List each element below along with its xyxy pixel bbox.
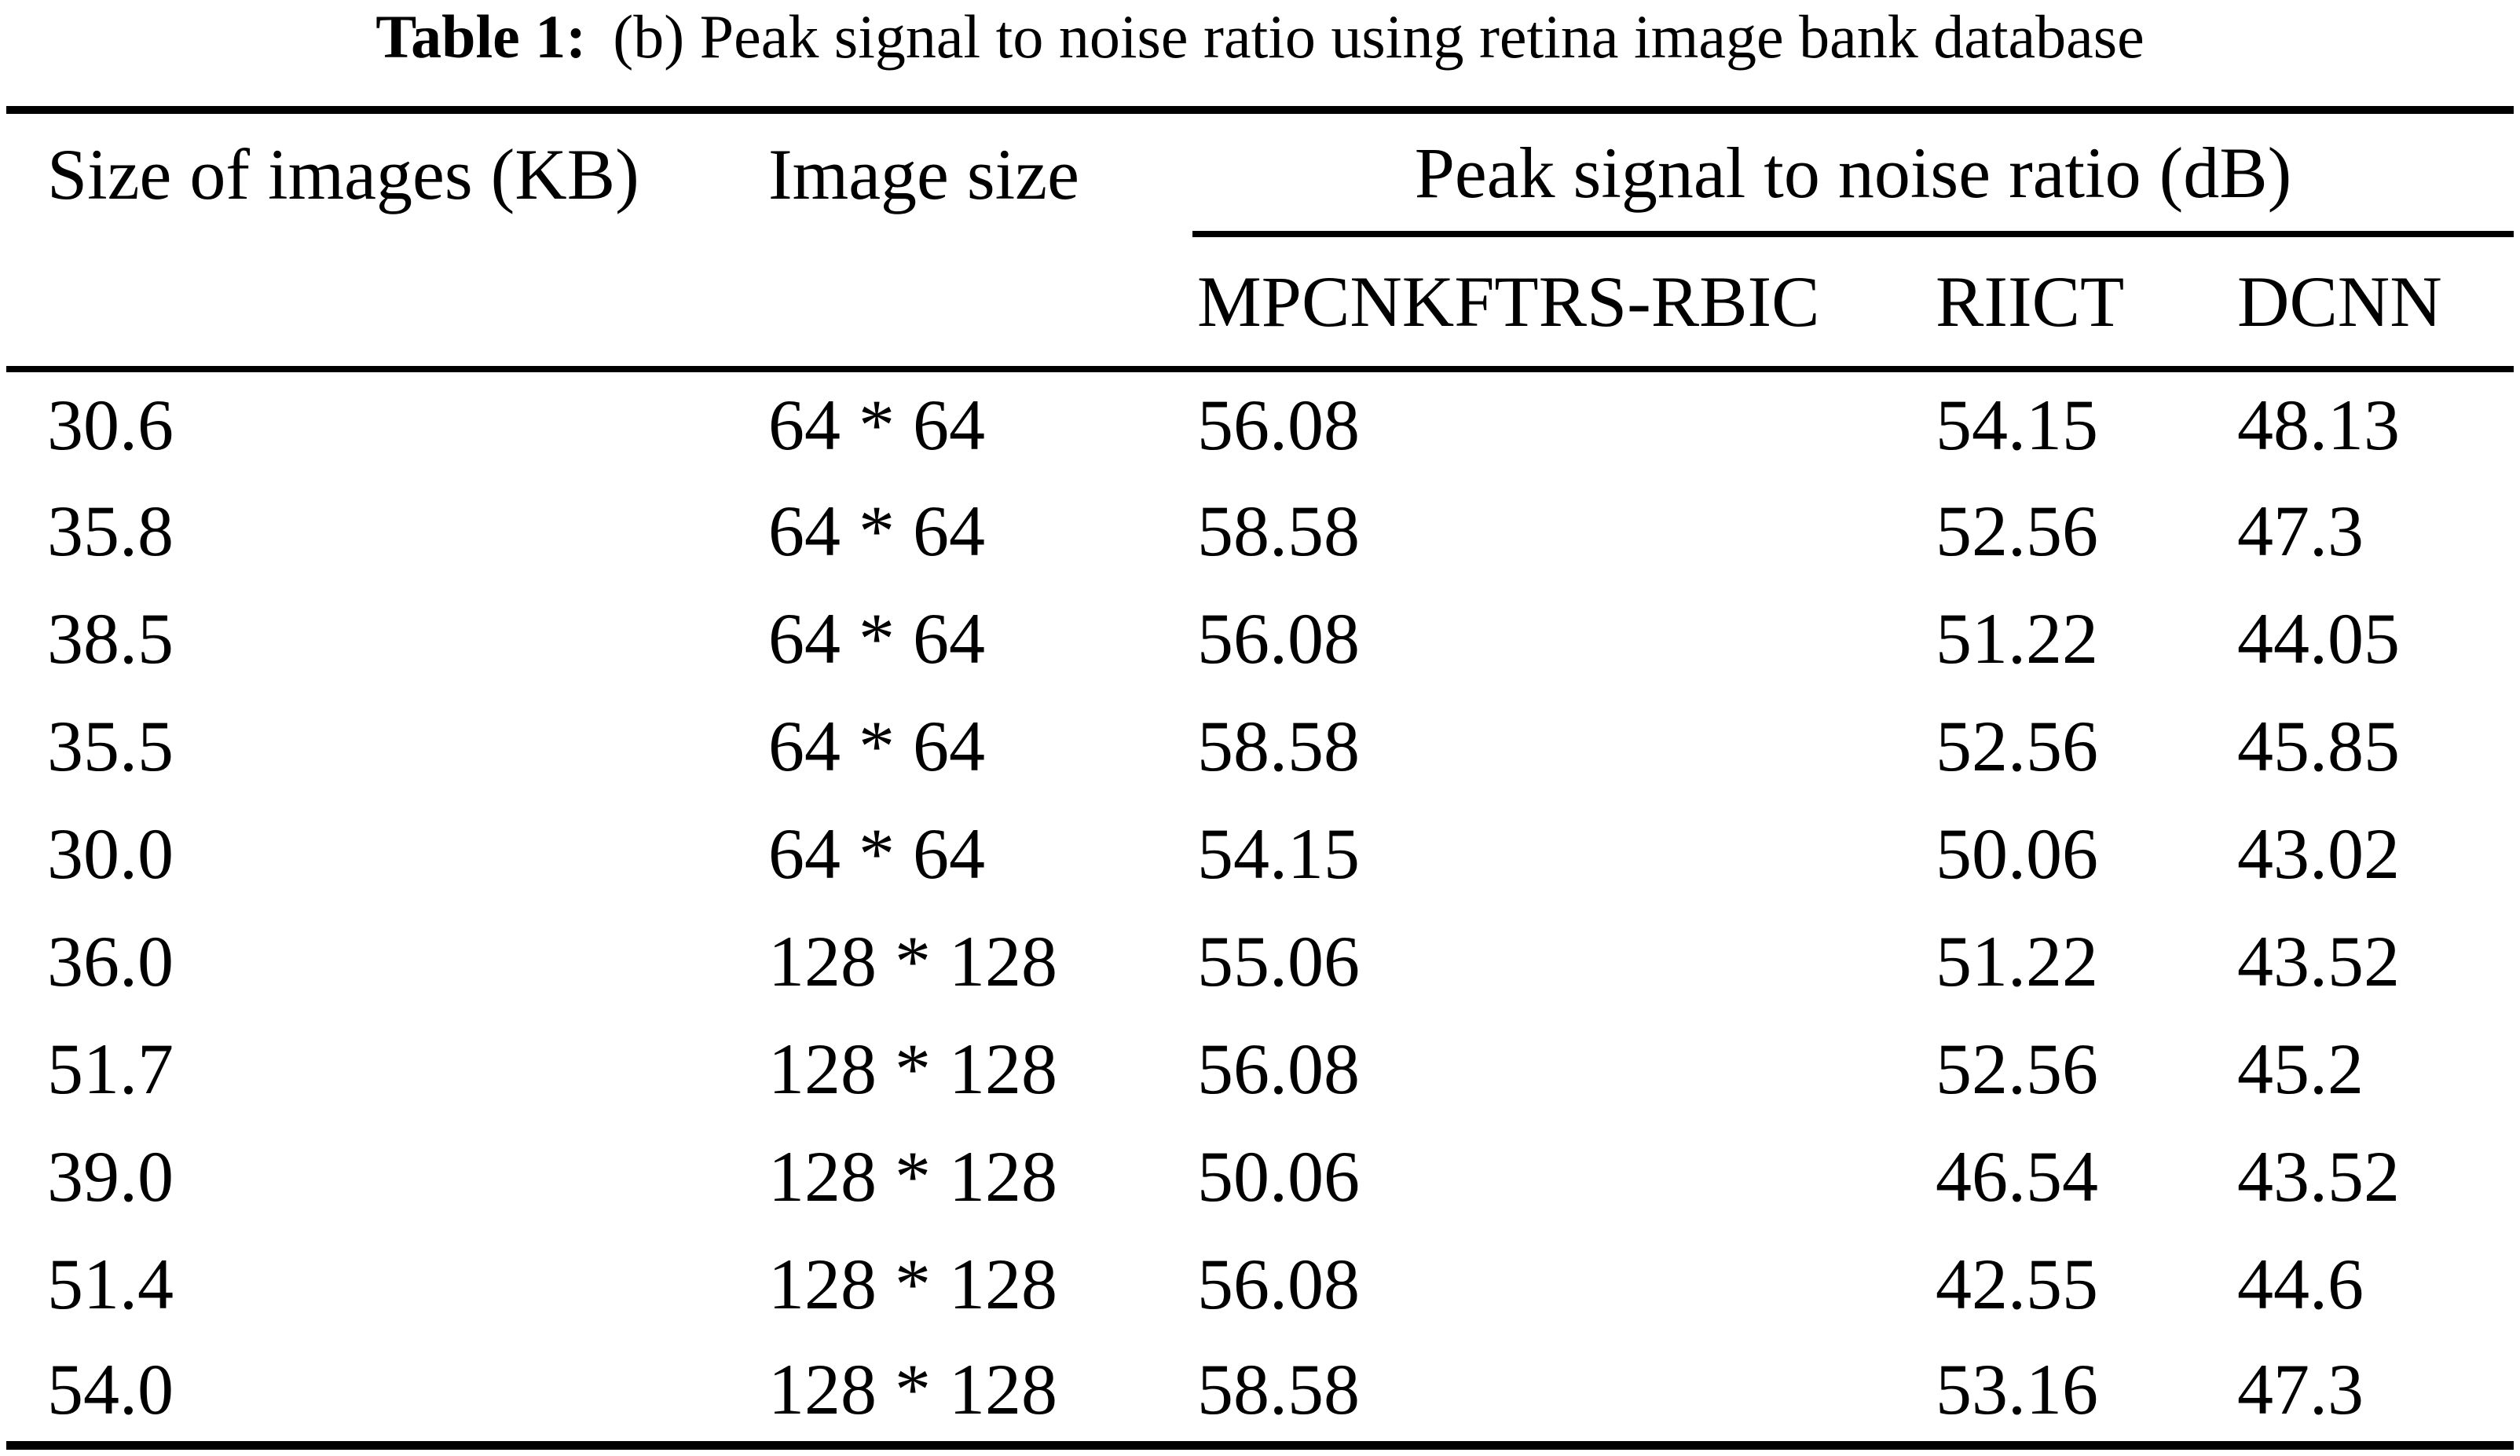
subheader-mpcnkftrs-rbic: MPCNKFTRS-RBIC <box>1192 234 1931 372</box>
cell-psnr-dcnn: 44.6 <box>2237 1243 2364 1324</box>
cell-psnr-riict: 52.56 <box>1936 490 2098 571</box>
cell-psnr-riict: 52.56 <box>1936 705 2098 786</box>
cell-image-size: 128 * 128 <box>768 920 1057 1001</box>
cell-psnr-mpcnkftrs: 54.15 <box>1197 813 1360 894</box>
table-row: 35.5 64 * 64 58.58 52.56 45.85 <box>6 692 2514 799</box>
table-caption: Table 1: (b) Peak signal to noise ratio u… <box>0 2 2520 72</box>
cell-psnr-dcnn: 44.05 <box>2237 598 2400 679</box>
table-subheader-row: MPCNKFTRS-RBIC RIICT DCNN <box>6 234 2515 372</box>
table-caption-label: Table 1: <box>375 2 587 71</box>
header-image-size: Image size <box>768 134 1079 214</box>
cell-image-size: 64 * 64 <box>768 384 985 465</box>
cell-psnr-mpcnkftrs: 50.06 <box>1197 1136 1360 1216</box>
cell-psnr-dcnn: 43.52 <box>2237 920 2400 1001</box>
table-row: 39.0 128 * 128 50.06 46.54 43.52 <box>6 1122 2514 1230</box>
header-psnr-group: Peak signal to noise ratio (dB) <box>1192 110 2515 237</box>
cell-image-size: 64 * 64 <box>768 705 985 786</box>
cell-image-size: 128 * 128 <box>768 1348 1057 1429</box>
psnr-table: Size of images (KB) Image size Peak sign… <box>6 106 2515 1450</box>
header-size-kb: Size of images (KB) <box>47 134 639 214</box>
cell-psnr-riict: 50.06 <box>1936 813 2098 894</box>
cell-psnr-mpcnkftrs: 55.06 <box>1197 920 1360 1001</box>
cell-psnr-riict: 51.22 <box>1936 920 2098 1001</box>
table-row: 36.0 128 * 128 55.06 51.22 43.52 <box>6 907 2514 1015</box>
cell-psnr-dcnn: 45.2 <box>2237 1028 2364 1109</box>
subheader-empty-2 <box>768 234 1192 372</box>
cell-size-kb: 38.5 <box>47 598 174 679</box>
table-caption-text: (b) Peak signal to noise ratio using ret… <box>613 2 2145 71</box>
cell-psnr-riict: 51.22 <box>1936 598 2098 679</box>
cell-psnr-riict: 52.56 <box>1936 1028 2098 1109</box>
cell-psnr-mpcnkftrs: 56.08 <box>1197 1243 1360 1324</box>
cell-image-size: 128 * 128 <box>768 1136 1057 1216</box>
cell-image-size: 64 * 64 <box>768 490 985 571</box>
table-row: 38.5 64 * 64 56.08 51.22 44.05 <box>6 584 2514 692</box>
cell-size-kb: 35.8 <box>47 490 174 571</box>
cell-image-size: 128 * 128 <box>768 1028 1057 1109</box>
cell-psnr-mpcnkftrs: 56.08 <box>1197 598 1360 679</box>
table-row: 54.0 128 * 128 58.58 53.16 47.3 <box>6 1337 2514 1445</box>
cell-psnr-dcnn: 43.52 <box>2237 1136 2400 1216</box>
cell-psnr-mpcnkftrs: 56.08 <box>1197 384 1360 465</box>
cell-psnr-dcnn: 47.3 <box>2237 1348 2364 1429</box>
cell-size-kb: 51.7 <box>47 1028 174 1109</box>
table-row: 30.0 64 * 64 54.15 50.06 43.02 <box>6 799 2514 907</box>
cell-psnr-dcnn: 45.85 <box>2237 705 2400 786</box>
cell-size-kb: 35.5 <box>47 705 174 786</box>
subheader-riict: RIICT <box>1931 234 2237 372</box>
cell-psnr-riict: 54.15 <box>1936 384 2098 465</box>
cell-size-kb: 51.4 <box>47 1243 174 1324</box>
cell-psnr-riict: 53.16 <box>1936 1348 2098 1429</box>
cell-size-kb: 36.0 <box>47 920 174 1001</box>
cell-image-size: 128 * 128 <box>768 1243 1057 1324</box>
cell-psnr-mpcnkftrs: 58.58 <box>1197 490 1360 571</box>
subheader-empty-1 <box>6 234 768 372</box>
cell-image-size: 64 * 64 <box>768 598 985 679</box>
cell-psnr-dcnn: 47.3 <box>2237 490 2364 571</box>
table-row: 30.6 64 * 64 56.08 54.15 48.13 <box>6 369 2514 477</box>
cell-psnr-riict: 42.55 <box>1936 1243 2098 1324</box>
cell-image-size: 64 * 64 <box>768 813 985 894</box>
cell-psnr-mpcnkftrs: 58.58 <box>1197 705 1360 786</box>
table-row: 51.4 128 * 128 56.08 42.55 44.6 <box>6 1230 2514 1337</box>
cell-size-kb: 39.0 <box>47 1136 174 1216</box>
cell-psnr-mpcnkftrs: 56.08 <box>1197 1028 1360 1109</box>
cell-size-kb: 54.0 <box>47 1348 174 1429</box>
cell-psnr-mpcnkftrs: 58.58 <box>1197 1348 1360 1429</box>
table-header-row: Size of images (KB) Image size Peak sign… <box>6 110 2515 237</box>
table-row: 35.8 64 * 64 58.58 52.56 47.3 <box>6 477 2514 584</box>
cell-psnr-dcnn: 43.02 <box>2237 813 2400 894</box>
cell-size-kb: 30.6 <box>47 384 174 465</box>
table-row: 51.7 128 * 128 56.08 52.56 45.2 <box>6 1015 2514 1122</box>
cell-psnr-riict: 46.54 <box>1936 1136 2098 1216</box>
subheader-dcnn: DCNN <box>2237 234 2515 372</box>
cell-size-kb: 30.0 <box>47 813 174 894</box>
cell-psnr-dcnn: 48.13 <box>2237 384 2400 465</box>
